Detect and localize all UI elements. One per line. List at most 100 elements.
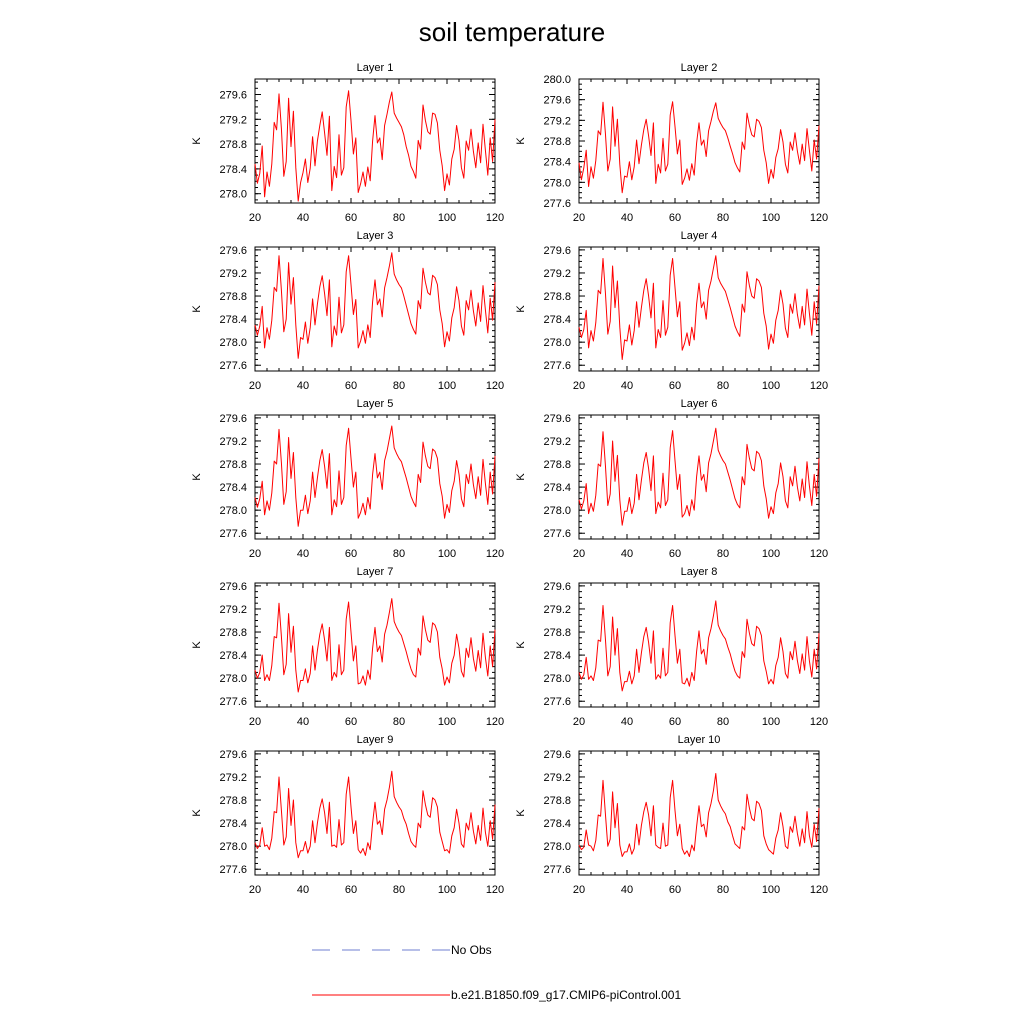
- y-axis-label: K: [191, 809, 203, 817]
- y-tick-label: 279.6: [219, 413, 247, 425]
- panel-layer-1: Layer 1 20 40 60 80 100 120 278.0 278.4 278.8 279.…: [191, 62, 504, 224]
- x-tick-label: 120: [486, 716, 504, 728]
- y-tick-label: 279.6: [543, 749, 571, 761]
- panel-layer-10: Layer 10 20 40 60 80 100 120 277.6 278.0 278.4 278…: [515, 734, 828, 896]
- panel-layer-4: Layer 4 20 40 60 80 100 120 277.6 278.0 278.4 278.…: [515, 230, 828, 392]
- y-tick-label: 279.2: [219, 772, 247, 784]
- plot-frame: [254, 750, 496, 876]
- legend-no-obs-label: No Obs: [451, 943, 492, 957]
- x-tick-label: 40: [297, 212, 309, 224]
- y-tick-label: 277.6: [543, 360, 571, 372]
- y-tick-label: 278.8: [543, 627, 571, 639]
- x-tick-label: 40: [297, 884, 309, 896]
- x-tick-label: 80: [717, 716, 729, 728]
- panel-title: Layer 7: [357, 566, 394, 578]
- y-axis-label: K: [515, 305, 527, 313]
- y-tick-label: 277.6: [219, 360, 247, 372]
- x-tick-label: 20: [249, 716, 261, 728]
- panel-title: Layer 9: [357, 734, 394, 746]
- panel-layer-2: Layer 2 20 40 60 80 100 120 277.6 278.0 278.4 278.…: [515, 62, 828, 224]
- x-tick-label: 100: [438, 884, 456, 896]
- y-tick-label: 277.6: [219, 528, 247, 540]
- y-axis-label: K: [191, 473, 203, 481]
- x-tick-label: 20: [249, 884, 261, 896]
- x-tick-label: 60: [345, 716, 357, 728]
- panel-layer-5: Layer 5 20 40 60 80 100 120 277.6 278.0 278.4 278.…: [191, 398, 504, 560]
- x-tick-label: 100: [438, 716, 456, 728]
- panel-layer-3: Layer 3 20 40 60 80 100 120 277.6 278.0 278.4 278.…: [191, 230, 504, 392]
- y-axis-label: K: [191, 137, 203, 145]
- y-tick-label: 279.2: [543, 115, 571, 127]
- panels-grid: Layer 1 20 40 60 80 100 120 278.0 278.4 278.8 279.…: [191, 62, 828, 896]
- x-tick-label: 100: [762, 548, 780, 560]
- y-tick-label: 279.2: [219, 604, 247, 616]
- x-tick-label: 20: [249, 548, 261, 560]
- y-tick-label: 279.2: [543, 436, 571, 448]
- x-tick-label: 80: [393, 548, 405, 560]
- y-tick-label: 278.8: [543, 459, 571, 471]
- y-tick-label: 278.0: [219, 841, 247, 853]
- x-tick-label: 60: [669, 212, 681, 224]
- x-tick-label: 40: [621, 212, 633, 224]
- x-tick-label: 80: [393, 212, 405, 224]
- y-tick-label: 277.6: [219, 864, 247, 876]
- x-tick-label: 20: [249, 380, 261, 392]
- y-tick-label: 278.4: [543, 314, 571, 326]
- series-line: [254, 90, 496, 202]
- y-tick-label: 278.4: [543, 482, 571, 494]
- y-tick-label: 279.6: [543, 95, 571, 107]
- y-tick-label: 278.0: [543, 337, 571, 349]
- y-axis-label: K: [515, 809, 527, 817]
- y-tick-label: 278.0: [219, 189, 247, 201]
- y-tick-label: 278.0: [219, 673, 247, 685]
- series-line: [254, 425, 496, 527]
- legend: No Obs b.e21.B1850.f09_g17.CMIP6-piContr…: [312, 943, 681, 1002]
- series-line: [254, 598, 496, 693]
- y-axis-label: K: [191, 641, 203, 649]
- y-tick-label: 278.4: [543, 650, 571, 662]
- x-tick-label: 80: [393, 884, 405, 896]
- x-tick-label: 60: [669, 548, 681, 560]
- x-tick-label: 100: [762, 212, 780, 224]
- x-tick-label: 60: [669, 716, 681, 728]
- y-tick-label: 279.2: [219, 268, 247, 280]
- x-tick-label: 120: [810, 212, 828, 224]
- series-line: [578, 255, 820, 360]
- x-tick-label: 40: [621, 380, 633, 392]
- y-tick-label: 279.2: [543, 268, 571, 280]
- y-tick-label: 278.4: [219, 164, 247, 176]
- panel-title: Layer 1: [357, 62, 394, 74]
- y-tick-label: 278.8: [219, 139, 247, 151]
- panel-layer-8: Layer 8 20 40 60 80 100 120 277.6 278.0 278.4 278.…: [515, 566, 828, 728]
- x-tick-label: 40: [621, 716, 633, 728]
- y-tick-label: 278.0: [543, 673, 571, 685]
- y-tick-label: 279.6: [219, 245, 247, 257]
- y-tick-label: 279.6: [219, 749, 247, 761]
- plot-frame: [578, 750, 820, 876]
- panel-title: Layer 8: [681, 566, 718, 578]
- series-line: [578, 773, 820, 857]
- y-axis-label: K: [515, 473, 527, 481]
- x-tick-label: 100: [762, 884, 780, 896]
- x-tick-label: 40: [297, 548, 309, 560]
- y-tick-label: 279.6: [219, 90, 247, 102]
- x-tick-label: 40: [297, 716, 309, 728]
- y-tick-label: 278.4: [543, 157, 571, 169]
- x-tick-label: 80: [717, 380, 729, 392]
- y-tick-label: 279.2: [543, 604, 571, 616]
- y-tick-label: 277.6: [543, 864, 571, 876]
- y-tick-label: 278.0: [543, 505, 571, 517]
- x-tick-label: 120: [810, 884, 828, 896]
- y-tick-label: 279.2: [219, 436, 247, 448]
- plot-frame: [254, 246, 496, 372]
- panel-title: Layer 5: [357, 398, 394, 410]
- x-tick-label: 20: [249, 212, 261, 224]
- y-tick-label: 277.6: [543, 528, 571, 540]
- y-tick-label: 278.4: [219, 818, 247, 830]
- chart-title: soil temperature: [419, 17, 605, 47]
- panel-layer-9: Layer 9 20 40 60 80 100 120 277.6 278.0 278.4 278.…: [191, 734, 504, 896]
- x-tick-label: 100: [438, 380, 456, 392]
- x-tick-label: 120: [486, 212, 504, 224]
- y-axis-label: K: [515, 641, 527, 649]
